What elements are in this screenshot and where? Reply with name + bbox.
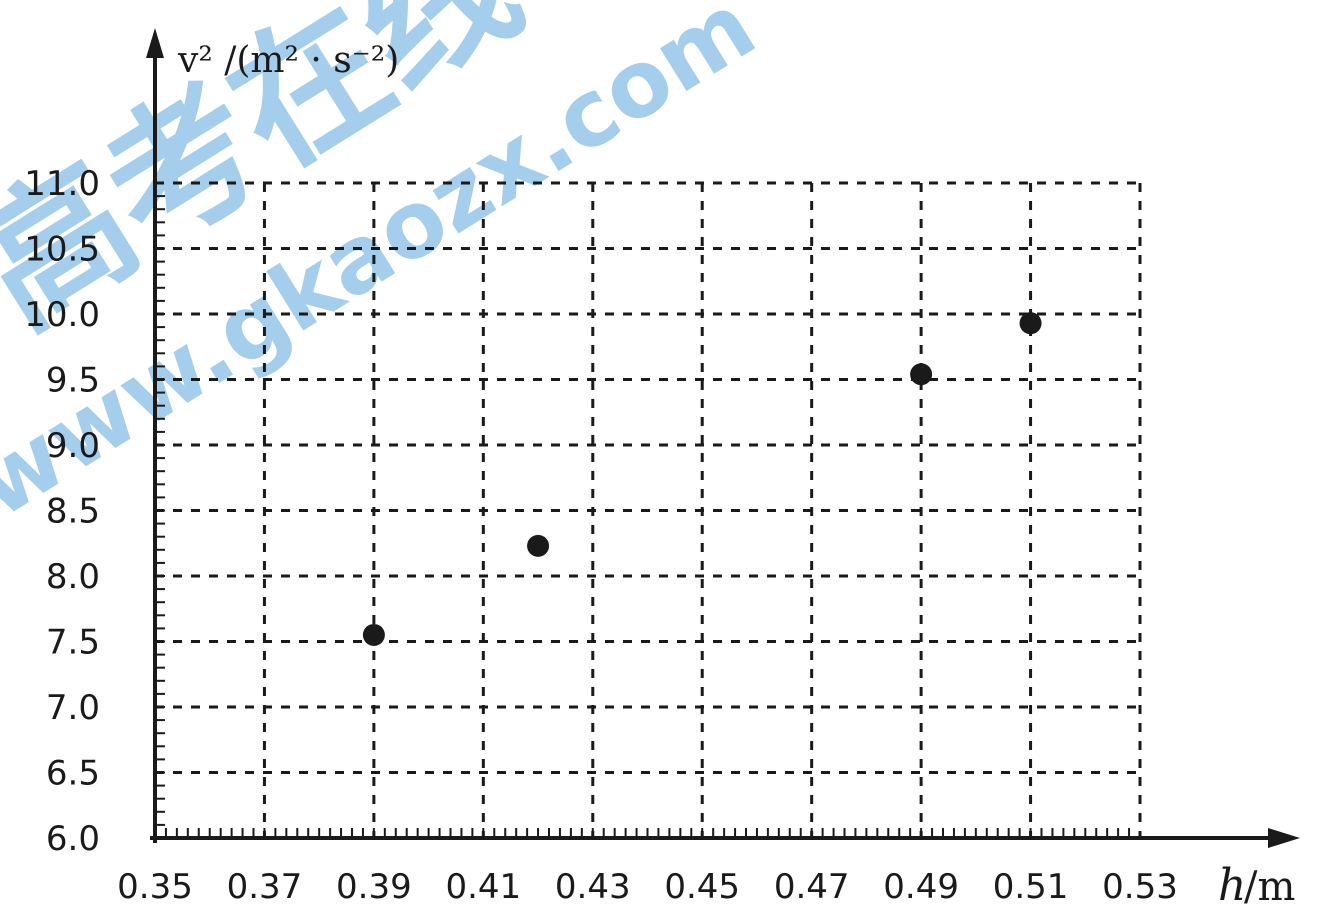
x-tick-label: 0.51 <box>993 867 1069 907</box>
x-tick-label: 0.39 <box>336 867 412 907</box>
x-tick-label: 0.47 <box>774 867 850 907</box>
x-tick-label: 0.43 <box>555 867 631 907</box>
data-point <box>910 363 933 386</box>
y-axis-title: v² /(m² · s⁻²) <box>177 40 399 81</box>
y-tick-label: 9.0 <box>46 426 100 466</box>
y-tick-label: 9.5 <box>46 361 100 401</box>
data-point <box>527 534 550 557</box>
y-axis-arrow <box>146 28 164 58</box>
x-tick-labels: 0.35 0.37 0.39 0.41 0.43 0.45 0.47 0.49 0.51 0.53 <box>117 867 1178 907</box>
y-tick-label: 8.0 <box>46 557 100 597</box>
y-tick-label: 10.5 <box>24 230 100 270</box>
x-tick-label: 0.49 <box>883 867 959 907</box>
x-tick-label: 0.37 <box>227 867 303 907</box>
y-tick-label: 7.5 <box>46 623 100 663</box>
data-point <box>362 623 385 646</box>
y-tick-label: 8.5 <box>46 492 100 532</box>
y-tick-label: 10.0 <box>24 295 100 335</box>
data-point <box>1019 312 1042 335</box>
x-tick-label: 0.45 <box>664 867 740 907</box>
x-tick-label: 0.53 <box>1102 867 1178 907</box>
axes <box>146 28 1300 848</box>
data-points <box>362 312 1042 646</box>
y-tick-labels: 6.0 6.5 7.0 7.5 8.0 8.5 9.0 9.5 10.0 10.5 11.0 <box>24 164 100 859</box>
x-tick-label: 0.35 <box>117 867 193 907</box>
y-tick-label: 6.0 <box>46 819 100 859</box>
x-axis-arrow <box>1268 828 1300 848</box>
y-tick-label: 11.0 <box>24 164 100 204</box>
y-tick-label: 6.5 <box>46 754 100 794</box>
x-axis-title: h /m <box>1218 860 1295 911</box>
x-axis-title-unit: /m <box>1244 864 1295 910</box>
x-tick-label: 0.41 <box>445 867 521 907</box>
grid <box>155 181 1142 838</box>
x-axis-title-variable: h <box>1218 860 1246 911</box>
y-tick-label: 7.0 <box>46 688 100 728</box>
